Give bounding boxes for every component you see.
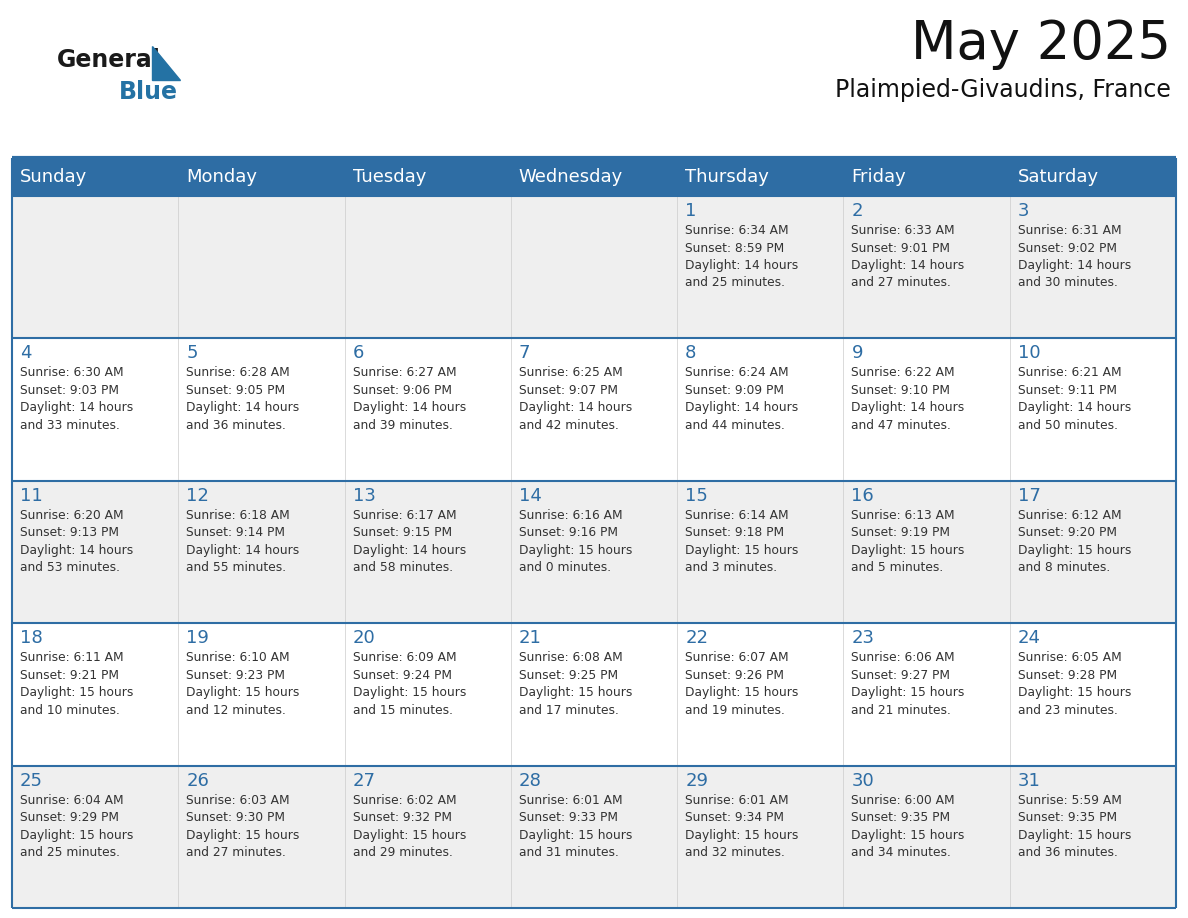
Text: Sunrise: 6:21 AM
Sunset: 9:11 PM
Daylight: 14 hours
and 50 minutes.: Sunrise: 6:21 AM Sunset: 9:11 PM Dayligh… bbox=[1018, 366, 1131, 431]
Text: 17: 17 bbox=[1018, 487, 1041, 505]
Text: 28: 28 bbox=[519, 772, 542, 789]
Text: 19: 19 bbox=[187, 629, 209, 647]
Text: 16: 16 bbox=[852, 487, 874, 505]
Text: Wednesday: Wednesday bbox=[519, 168, 624, 186]
Text: 10: 10 bbox=[1018, 344, 1041, 363]
Bar bbox=[12, 196, 1176, 339]
Text: Sunrise: 6:01 AM
Sunset: 9:33 PM
Daylight: 15 hours
and 31 minutes.: Sunrise: 6:01 AM Sunset: 9:33 PM Dayligh… bbox=[519, 793, 632, 859]
Text: Sunrise: 6:09 AM
Sunset: 9:24 PM
Daylight: 15 hours
and 15 minutes.: Sunrise: 6:09 AM Sunset: 9:24 PM Dayligh… bbox=[353, 651, 466, 717]
Bar bbox=[12, 158, 1176, 196]
Bar bbox=[12, 339, 1176, 481]
Text: 6: 6 bbox=[353, 344, 364, 363]
Text: 4: 4 bbox=[20, 344, 32, 363]
Text: Blue: Blue bbox=[119, 80, 178, 104]
Text: 18: 18 bbox=[20, 629, 43, 647]
Text: 24: 24 bbox=[1018, 629, 1041, 647]
Text: Sunrise: 6:10 AM
Sunset: 9:23 PM
Daylight: 15 hours
and 12 minutes.: Sunrise: 6:10 AM Sunset: 9:23 PM Dayligh… bbox=[187, 651, 299, 717]
Text: 3: 3 bbox=[1018, 202, 1029, 220]
Text: Sunrise: 6:11 AM
Sunset: 9:21 PM
Daylight: 15 hours
and 10 minutes.: Sunrise: 6:11 AM Sunset: 9:21 PM Dayligh… bbox=[20, 651, 133, 717]
Text: Friday: Friday bbox=[852, 168, 906, 186]
Text: Monday: Monday bbox=[187, 168, 258, 186]
Text: Sunrise: 6:31 AM
Sunset: 9:02 PM
Daylight: 14 hours
and 30 minutes.: Sunrise: 6:31 AM Sunset: 9:02 PM Dayligh… bbox=[1018, 224, 1131, 289]
Text: Sunrise: 6:13 AM
Sunset: 9:19 PM
Daylight: 15 hours
and 5 minutes.: Sunrise: 6:13 AM Sunset: 9:19 PM Dayligh… bbox=[852, 509, 965, 575]
Text: 23: 23 bbox=[852, 629, 874, 647]
Text: Sunrise: 6:02 AM
Sunset: 9:32 PM
Daylight: 15 hours
and 29 minutes.: Sunrise: 6:02 AM Sunset: 9:32 PM Dayligh… bbox=[353, 793, 466, 859]
Text: 29: 29 bbox=[685, 772, 708, 789]
Text: 15: 15 bbox=[685, 487, 708, 505]
Text: Sunrise: 6:06 AM
Sunset: 9:27 PM
Daylight: 15 hours
and 21 minutes.: Sunrise: 6:06 AM Sunset: 9:27 PM Dayligh… bbox=[852, 651, 965, 717]
Text: Sunrise: 6:30 AM
Sunset: 9:03 PM
Daylight: 14 hours
and 33 minutes.: Sunrise: 6:30 AM Sunset: 9:03 PM Dayligh… bbox=[20, 366, 133, 431]
Text: 21: 21 bbox=[519, 629, 542, 647]
Text: General: General bbox=[57, 48, 160, 72]
Text: 26: 26 bbox=[187, 772, 209, 789]
Text: 20: 20 bbox=[353, 629, 375, 647]
Text: Sunrise: 6:27 AM
Sunset: 9:06 PM
Daylight: 14 hours
and 39 minutes.: Sunrise: 6:27 AM Sunset: 9:06 PM Dayligh… bbox=[353, 366, 466, 431]
Text: 7: 7 bbox=[519, 344, 530, 363]
Bar bbox=[12, 481, 1176, 623]
Text: 25: 25 bbox=[20, 772, 43, 789]
Text: 11: 11 bbox=[20, 487, 43, 505]
Text: Sunrise: 6:33 AM
Sunset: 9:01 PM
Daylight: 14 hours
and 27 minutes.: Sunrise: 6:33 AM Sunset: 9:01 PM Dayligh… bbox=[852, 224, 965, 289]
Text: Sunrise: 6:17 AM
Sunset: 9:15 PM
Daylight: 14 hours
and 58 minutes.: Sunrise: 6:17 AM Sunset: 9:15 PM Dayligh… bbox=[353, 509, 466, 575]
Text: 2: 2 bbox=[852, 202, 862, 220]
Polygon shape bbox=[152, 46, 181, 80]
Text: Sunrise: 6:18 AM
Sunset: 9:14 PM
Daylight: 14 hours
and 55 minutes.: Sunrise: 6:18 AM Sunset: 9:14 PM Dayligh… bbox=[187, 509, 299, 575]
Text: Sunrise: 6:28 AM
Sunset: 9:05 PM
Daylight: 14 hours
and 36 minutes.: Sunrise: 6:28 AM Sunset: 9:05 PM Dayligh… bbox=[187, 366, 299, 431]
Text: 13: 13 bbox=[353, 487, 375, 505]
Text: Sunrise: 6:03 AM
Sunset: 9:30 PM
Daylight: 15 hours
and 27 minutes.: Sunrise: 6:03 AM Sunset: 9:30 PM Dayligh… bbox=[187, 793, 299, 859]
Bar bbox=[12, 623, 1176, 766]
Text: Sunrise: 6:05 AM
Sunset: 9:28 PM
Daylight: 15 hours
and 23 minutes.: Sunrise: 6:05 AM Sunset: 9:28 PM Dayligh… bbox=[1018, 651, 1131, 717]
Text: Sunrise: 6:14 AM
Sunset: 9:18 PM
Daylight: 15 hours
and 3 minutes.: Sunrise: 6:14 AM Sunset: 9:18 PM Dayligh… bbox=[685, 509, 798, 575]
Text: Sunrise: 6:08 AM
Sunset: 9:25 PM
Daylight: 15 hours
and 17 minutes.: Sunrise: 6:08 AM Sunset: 9:25 PM Dayligh… bbox=[519, 651, 632, 717]
Text: Sunrise: 6:20 AM
Sunset: 9:13 PM
Daylight: 14 hours
and 53 minutes.: Sunrise: 6:20 AM Sunset: 9:13 PM Dayligh… bbox=[20, 509, 133, 575]
Text: Saturday: Saturday bbox=[1018, 168, 1099, 186]
Text: 12: 12 bbox=[187, 487, 209, 505]
Text: 9: 9 bbox=[852, 344, 862, 363]
Text: Tuesday: Tuesday bbox=[353, 168, 426, 186]
Text: 22: 22 bbox=[685, 629, 708, 647]
Text: 30: 30 bbox=[852, 772, 874, 789]
Text: 27: 27 bbox=[353, 772, 375, 789]
Text: Plaimpied-Givaudins, France: Plaimpied-Givaudins, France bbox=[835, 78, 1171, 102]
Text: Sunrise: 6:34 AM
Sunset: 8:59 PM
Daylight: 14 hours
and 25 minutes.: Sunrise: 6:34 AM Sunset: 8:59 PM Dayligh… bbox=[685, 224, 798, 289]
Text: Sunrise: 5:59 AM
Sunset: 9:35 PM
Daylight: 15 hours
and 36 minutes.: Sunrise: 5:59 AM Sunset: 9:35 PM Dayligh… bbox=[1018, 793, 1131, 859]
Text: May 2025: May 2025 bbox=[911, 18, 1171, 70]
Text: 5: 5 bbox=[187, 344, 197, 363]
Text: Sunrise: 6:01 AM
Sunset: 9:34 PM
Daylight: 15 hours
and 32 minutes.: Sunrise: 6:01 AM Sunset: 9:34 PM Dayligh… bbox=[685, 793, 798, 859]
Text: Sunrise: 6:24 AM
Sunset: 9:09 PM
Daylight: 14 hours
and 44 minutes.: Sunrise: 6:24 AM Sunset: 9:09 PM Dayligh… bbox=[685, 366, 798, 431]
Text: Sunrise: 6:25 AM
Sunset: 9:07 PM
Daylight: 14 hours
and 42 minutes.: Sunrise: 6:25 AM Sunset: 9:07 PM Dayligh… bbox=[519, 366, 632, 431]
Text: Sunrise: 6:16 AM
Sunset: 9:16 PM
Daylight: 15 hours
and 0 minutes.: Sunrise: 6:16 AM Sunset: 9:16 PM Dayligh… bbox=[519, 509, 632, 575]
Text: Sunrise: 6:07 AM
Sunset: 9:26 PM
Daylight: 15 hours
and 19 minutes.: Sunrise: 6:07 AM Sunset: 9:26 PM Dayligh… bbox=[685, 651, 798, 717]
Text: Sunrise: 6:12 AM
Sunset: 9:20 PM
Daylight: 15 hours
and 8 minutes.: Sunrise: 6:12 AM Sunset: 9:20 PM Dayligh… bbox=[1018, 509, 1131, 575]
Text: 1: 1 bbox=[685, 202, 696, 220]
Text: 8: 8 bbox=[685, 344, 696, 363]
Text: Sunrise: 6:04 AM
Sunset: 9:29 PM
Daylight: 15 hours
and 25 minutes.: Sunrise: 6:04 AM Sunset: 9:29 PM Dayligh… bbox=[20, 793, 133, 859]
Text: Sunrise: 6:00 AM
Sunset: 9:35 PM
Daylight: 15 hours
and 34 minutes.: Sunrise: 6:00 AM Sunset: 9:35 PM Dayligh… bbox=[852, 793, 965, 859]
Bar bbox=[12, 766, 1176, 908]
Text: Sunrise: 6:22 AM
Sunset: 9:10 PM
Daylight: 14 hours
and 47 minutes.: Sunrise: 6:22 AM Sunset: 9:10 PM Dayligh… bbox=[852, 366, 965, 431]
Text: Thursday: Thursday bbox=[685, 168, 769, 186]
Text: 31: 31 bbox=[1018, 772, 1041, 789]
Text: Sunday: Sunday bbox=[20, 168, 87, 186]
Text: 14: 14 bbox=[519, 487, 542, 505]
